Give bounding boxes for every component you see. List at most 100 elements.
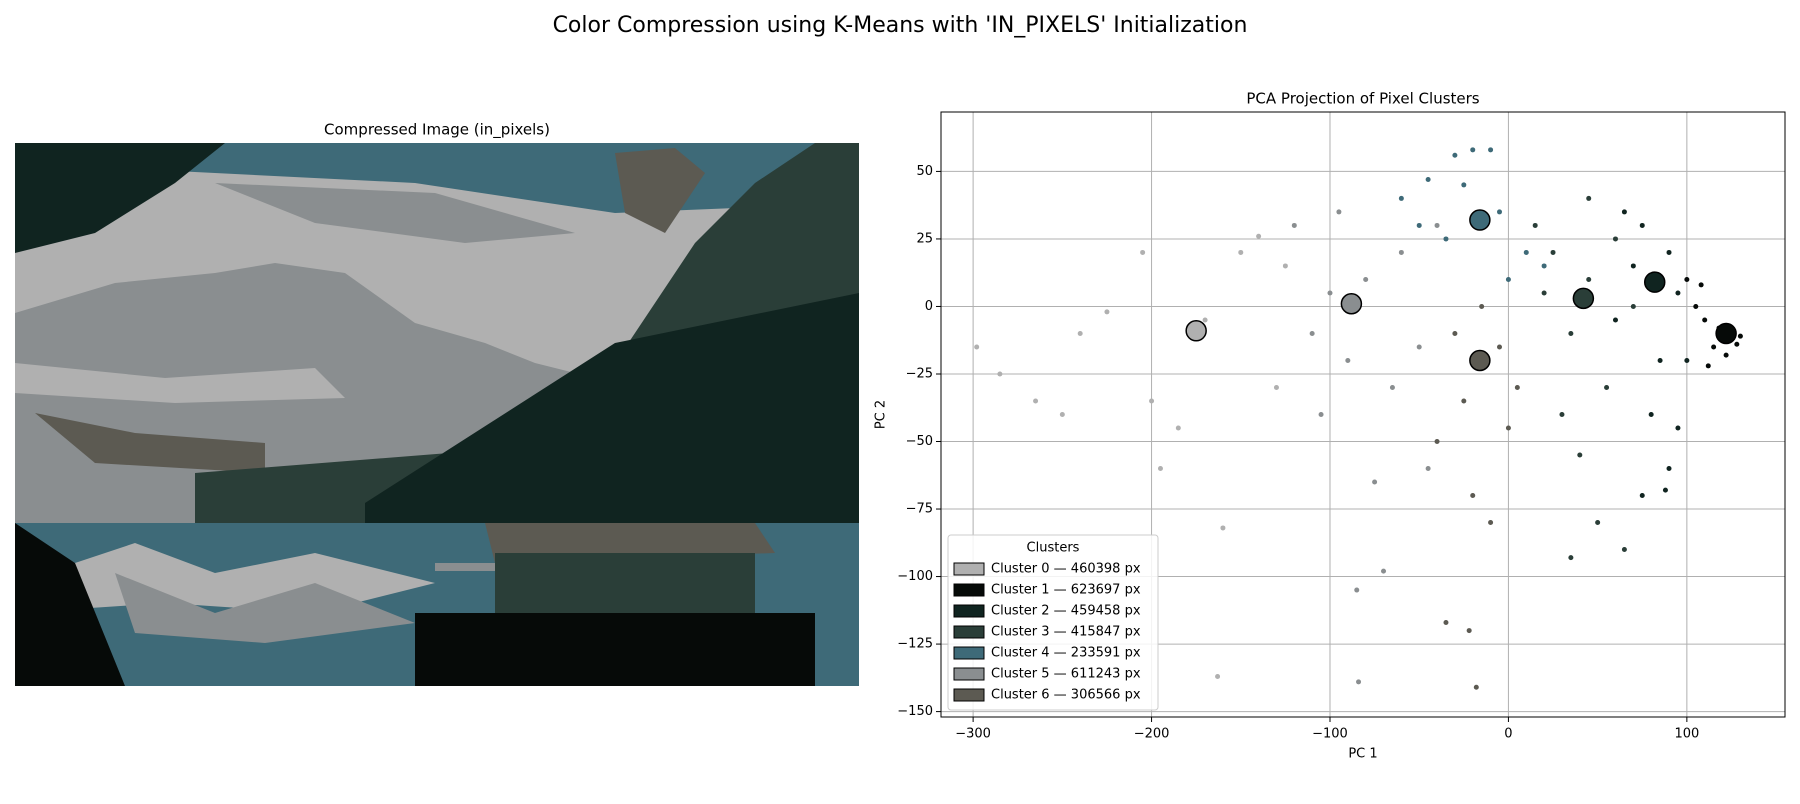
data-point — [1175, 425, 1181, 431]
data-point — [1639, 222, 1645, 228]
legend-swatch — [953, 562, 985, 576]
data-point — [1220, 525, 1226, 531]
data-point — [1470, 493, 1476, 499]
legend-swatch — [953, 667, 985, 681]
figure-title: Color Compression using K-Means with 'IN… — [553, 13, 1248, 38]
data-point — [1541, 263, 1547, 269]
data-point — [1698, 282, 1704, 288]
x-tick-label: −300 — [955, 727, 991, 742]
cluster-center — [1340, 293, 1363, 315]
data-point — [1568, 555, 1574, 561]
data-point — [1621, 547, 1627, 553]
y-tick-label: −25 — [906, 366, 933, 381]
legend-label: Cluster 6 — 306566 px — [991, 688, 1141, 703]
data-point — [1723, 352, 1729, 358]
legend-label: Cluster 5 — 611243 px — [991, 667, 1141, 682]
data-point — [974, 344, 980, 350]
y-tick-label: 25 — [916, 231, 933, 246]
data-point — [1033, 398, 1039, 404]
data-point — [1256, 233, 1262, 239]
data-point — [1657, 357, 1663, 363]
data-point — [1595, 520, 1601, 526]
data-point — [1327, 290, 1333, 296]
legend-swatch — [953, 688, 985, 702]
data-point — [1523, 249, 1529, 255]
data-point — [1586, 276, 1592, 282]
plot-frame — [940, 111, 1786, 718]
data-point — [1372, 479, 1378, 485]
compressed-image — [15, 143, 859, 686]
data-point — [1541, 290, 1547, 296]
legend-label: Cluster 0 — 460398 px — [991, 562, 1141, 577]
data-point — [1354, 587, 1360, 593]
data-point — [1416, 222, 1422, 228]
data-point — [1104, 309, 1110, 315]
data-point — [1461, 398, 1467, 404]
data-point — [1434, 222, 1440, 228]
cluster-center — [1185, 320, 1207, 342]
data-point — [1705, 363, 1711, 369]
data-point — [1734, 341, 1740, 347]
data-point — [1425, 177, 1431, 183]
data-point — [1675, 290, 1681, 296]
data-point — [1470, 147, 1476, 153]
cluster-center — [1469, 209, 1491, 231]
data-point — [1666, 249, 1672, 255]
data-point — [1630, 303, 1636, 309]
data-point — [1273, 384, 1279, 390]
data-point — [1514, 384, 1520, 390]
data-point — [1666, 466, 1672, 472]
data-point — [1648, 412, 1654, 417]
x-tick-label: −200 — [1134, 727, 1170, 742]
data-point — [1157, 466, 1163, 472]
cluster-center — [1643, 271, 1666, 293]
data-point — [1586, 195, 1592, 201]
data-point — [1202, 317, 1208, 323]
x-axis-label: PC 1 — [1348, 747, 1377, 762]
x-tick-label: 100 — [1674, 727, 1699, 742]
data-point — [1559, 412, 1565, 417]
data-point — [1461, 182, 1467, 188]
data-point — [1425, 466, 1431, 472]
data-point — [1505, 425, 1511, 431]
y-tick-label: 50 — [916, 164, 933, 179]
x-tick-label: 0 — [1504, 727, 1512, 742]
data-point — [1416, 344, 1422, 350]
data-point — [1568, 330, 1574, 336]
y-tick-label: 0 — [925, 299, 933, 314]
data-point — [1140, 249, 1146, 255]
cluster-center — [1469, 349, 1491, 372]
data-point — [1466, 628, 1472, 634]
data-point — [1473, 684, 1479, 690]
image-title: Compressed Image (in_pixels) — [324, 121, 550, 140]
data-point — [1488, 520, 1494, 526]
data-point — [1577, 452, 1583, 458]
data-point — [1684, 276, 1690, 282]
legend-label: Cluster 4 — 233591 px — [991, 646, 1141, 661]
legend-box — [947, 534, 1159, 711]
data-point — [1356, 679, 1362, 685]
data-point — [1215, 673, 1221, 679]
data-point — [1381, 568, 1387, 574]
data-point — [1532, 222, 1538, 228]
data-point — [1505, 276, 1511, 282]
data-point — [1497, 209, 1503, 215]
y-axis-label: PC 2 — [874, 400, 889, 429]
data-point — [1059, 412, 1065, 417]
data-point — [1309, 330, 1315, 336]
data-point — [1702, 317, 1708, 323]
scatter-plot: PCA Projection of Pixel Clusters −300 −200… — [874, 90, 1786, 762]
legend-swatch — [953, 583, 985, 597]
x-tick-label: −100 — [1312, 727, 1348, 742]
data-point — [1621, 209, 1627, 215]
data-point — [1345, 357, 1351, 363]
data-point — [1398, 195, 1404, 201]
data-point — [1550, 249, 1556, 255]
legend-swatch — [953, 604, 985, 618]
data-point — [1318, 412, 1324, 417]
y-tick-label: −150 — [897, 704, 933, 719]
data-point — [1488, 147, 1494, 153]
legend-swatch — [953, 646, 985, 660]
chart-title: PCA Projection of Pixel Clusters — [1246, 90, 1479, 108]
